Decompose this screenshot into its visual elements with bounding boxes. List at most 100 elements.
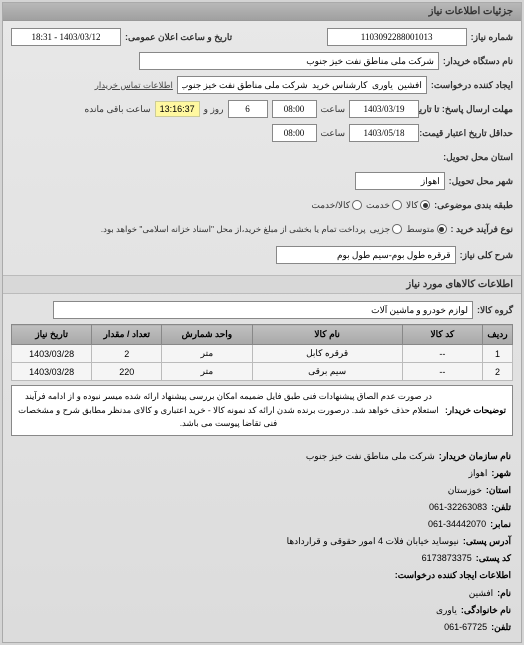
radio-khedmat[interactable]: خدمت [366, 200, 402, 211]
table-header-row: ردیف کد کالا نام کالا واحد شمارش تعداد /… [12, 325, 513, 345]
info-tel: تلفن: 061-32263083 [13, 499, 511, 516]
label-pub-dt: تاریخ و ساعت اعلان عمومی: [125, 32, 232, 43]
table-body: 1 -- قرقره کابل متر 2 1403/03/28 2 -- سی… [12, 345, 513, 381]
label-title: شرح کلی نیاز: [460, 250, 513, 261]
radio-minor[interactable]: جزیی [370, 224, 403, 235]
label-pkg: طبقه بندی موضوعی: [434, 200, 513, 211]
val: 6173873375 [422, 550, 472, 567]
cell: 2 [92, 345, 162, 363]
label-time: ساعت [321, 104, 346, 115]
radio-label: کالا/خدمت [311, 200, 350, 211]
val: شرکت ملی مناطق نفت خیز جنوب [306, 448, 435, 465]
radio-icon [392, 200, 402, 210]
val: افشین [469, 585, 493, 602]
input-days[interactable] [228, 100, 268, 118]
input-buyer-org[interactable] [139, 52, 439, 70]
col-date: تاریخ نیاز [12, 325, 92, 345]
row-pkg: طبقه بندی موضوعی: کالا خدمت کالا/خدمت [11, 195, 513, 215]
time-remaining: 13:16:37 [155, 101, 200, 117]
input-valid-date[interactable] [349, 124, 419, 142]
input-creator[interactable] [177, 76, 427, 94]
val: 061-32263083 [429, 499, 487, 516]
col-code: کد کالا [402, 325, 482, 345]
items-table: ردیف کد کالا نام کالا واحد شمارش تعداد /… [11, 324, 513, 381]
radio-kala[interactable]: کالا [406, 200, 430, 211]
col-name: نام کالا [252, 325, 402, 345]
col-row: ردیف [482, 325, 512, 345]
cell: متر [162, 345, 252, 363]
info-city: شهر: اهواز [13, 465, 511, 482]
input-city[interactable] [355, 172, 445, 190]
row-delivery: استان محل تحویل: [11, 147, 513, 167]
key: کد پستی: [476, 550, 511, 567]
panel-body: شماره نیاز: تاریخ و ساعت اعلان عمومی: نا… [3, 21, 521, 275]
radio-med[interactable]: متوسط [406, 224, 446, 235]
key: نمابر: [490, 516, 511, 533]
key: نام: [497, 585, 511, 602]
pkg-radio-group: کالا خدمت کالا/خدمت [311, 200, 430, 211]
cell: قرقره کابل [252, 345, 402, 363]
key: استان: [486, 482, 511, 499]
key: شهر: [491, 465, 511, 482]
process-radio-group: متوسط جزیی [370, 224, 447, 235]
label-valid: حداقل تاریخ اعتبار قیمت: تا تاریخ: [423, 128, 513, 139]
key: نام سازمان خریدار: [439, 448, 511, 465]
contact-link[interactable]: اطلاعات تماس خریدار [95, 80, 173, 91]
desc-text: در صورت عدم الصاق پیشنهادات فنی طبق فایل… [18, 390, 439, 431]
input-req-no[interactable] [327, 28, 467, 46]
val: 061-67725 [444, 619, 487, 636]
cell: 1403/03/28 [12, 363, 92, 381]
cell: 220 [92, 363, 162, 381]
label-city: شهر محل تحویل: [449, 176, 513, 187]
table-row: 1 -- قرقره کابل متر 2 1403/03/28 [12, 345, 513, 363]
key: نام خانوادگی: [461, 602, 511, 619]
cell: 2 [482, 363, 512, 381]
label-remain: ساعت باقی مانده [85, 104, 151, 115]
row-req-no: شماره نیاز: تاریخ و ساعت اعلان عمومی: [11, 27, 513, 47]
buyer-desc-box: توضیحات خریدار: در صورت عدم الصاق پیشنها… [11, 385, 513, 436]
cell: 1403/03/28 [12, 345, 92, 363]
details-panel: جزئیات اطلاعات نیاز شماره نیاز: تاریخ و … [2, 2, 522, 643]
panel-title: جزئیات اطلاعات نیاز [3, 3, 521, 21]
info-fname: نام: افشین [13, 585, 511, 602]
radio-both[interactable]: کالا/خدمت [311, 200, 362, 211]
key: تلفن: [491, 499, 511, 516]
row-city: شهر محل تحویل: [11, 171, 513, 191]
cell: سیم برقی [252, 363, 402, 381]
radio-label: جزیی [370, 224, 391, 235]
row-buyer-org: نام دستگاه خریدار: [11, 51, 513, 71]
input-title[interactable] [276, 246, 456, 264]
info-fax: نمابر: 061-34442070 [13, 516, 511, 533]
input-pub-dt[interactable] [11, 28, 121, 46]
label-valid-time: ساعت [321, 128, 346, 139]
cell: 1 [482, 345, 512, 363]
input-group[interactable] [53, 301, 473, 319]
label-state: استان محل تحویل: [443, 152, 513, 163]
row-deadline-valid: حداقل تاریخ اعتبار قیمت: تا تاریخ: ساعت [11, 123, 513, 143]
col-qty: تعداد / مقدار [92, 325, 162, 345]
input-deadline-time[interactable] [272, 100, 317, 118]
cell: متر [162, 363, 252, 381]
label-days: روز و [204, 104, 224, 115]
radio-icon [352, 200, 362, 210]
label-creator: ایجاد کننده درخواست: [431, 80, 513, 91]
table-row: 2 -- سیم برقی متر 220 1403/03/28 [12, 363, 513, 381]
radio-icon [392, 224, 402, 234]
val: یاوری [436, 602, 457, 619]
cell: -- [402, 363, 482, 381]
items-body: گروه کالا: ردیف کد کالا نام کالا واحد شم… [3, 294, 521, 442]
val: خوزستان [448, 482, 482, 499]
val: نیوساید خیابان فلات 4 امور حقوقی و قرارد… [287, 533, 459, 550]
radio-label: خدمت [366, 200, 390, 211]
input-deadline-date[interactable] [349, 100, 419, 118]
key: آدرس پستی: [463, 533, 511, 550]
label-buyer-org: نام دستگاه خریدار: [443, 56, 513, 67]
info-state: استان: خوزستان [13, 482, 511, 499]
val: 061-34442070 [428, 516, 486, 533]
radio-label: کالا [406, 200, 418, 211]
desc-label: توضیحات خریدار: [445, 404, 506, 418]
input-valid-time[interactable] [272, 124, 317, 142]
row-creator: ایجاد کننده درخواست: اطلاعات تماس خریدار [11, 75, 513, 95]
row-group: گروه کالا: [11, 300, 513, 320]
process-note: پرداخت تمام یا بخشی از مبلغ خرید،از محل … [101, 224, 366, 235]
